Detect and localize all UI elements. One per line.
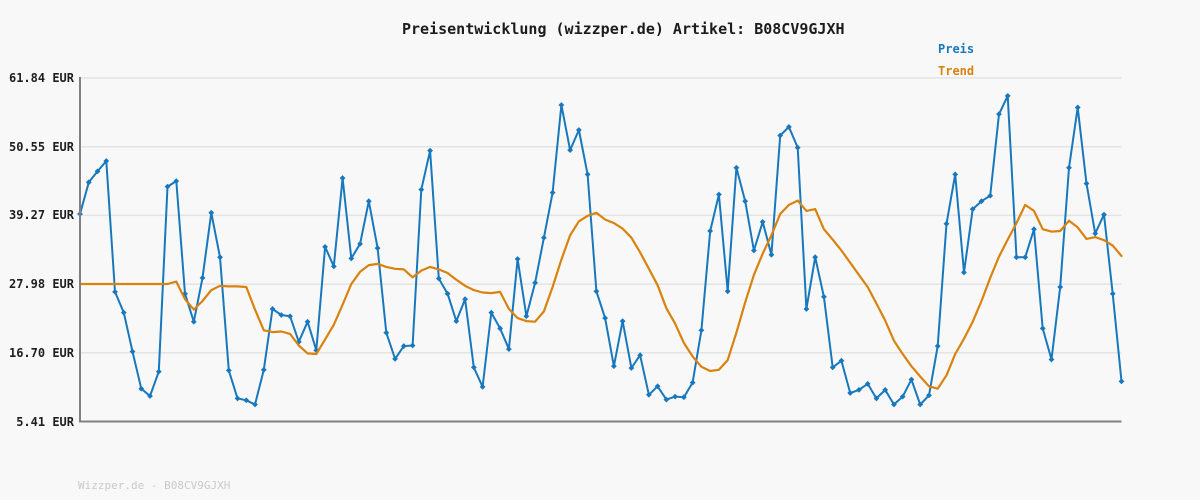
y-axis-tick-label: 50.55 EUR bbox=[8, 139, 74, 154]
legend-item-preis: Preis bbox=[938, 42, 975, 56]
y-axis-tick-label: 61.84 EUR bbox=[8, 71, 74, 85]
y-axis-tick-label: 16.70 EUR bbox=[8, 345, 74, 360]
y-axis-tick-label: 39.27 EUR bbox=[8, 208, 74, 223]
trend-line bbox=[78, 199, 1123, 390]
legend-item-trend: Trend bbox=[938, 64, 975, 78]
chart-title: Preisentwicklung (wizzper.de) Artikel: B… bbox=[402, 20, 845, 38]
watermark: Wizzper.de - B08CV9GJXH bbox=[78, 479, 231, 492]
y-axis-tick-label: 5.41 EUR bbox=[16, 414, 74, 429]
chart-legend: Preis Trend bbox=[938, 38, 974, 82]
y-axis-tick-label: 27.98 EUR bbox=[8, 277, 74, 292]
